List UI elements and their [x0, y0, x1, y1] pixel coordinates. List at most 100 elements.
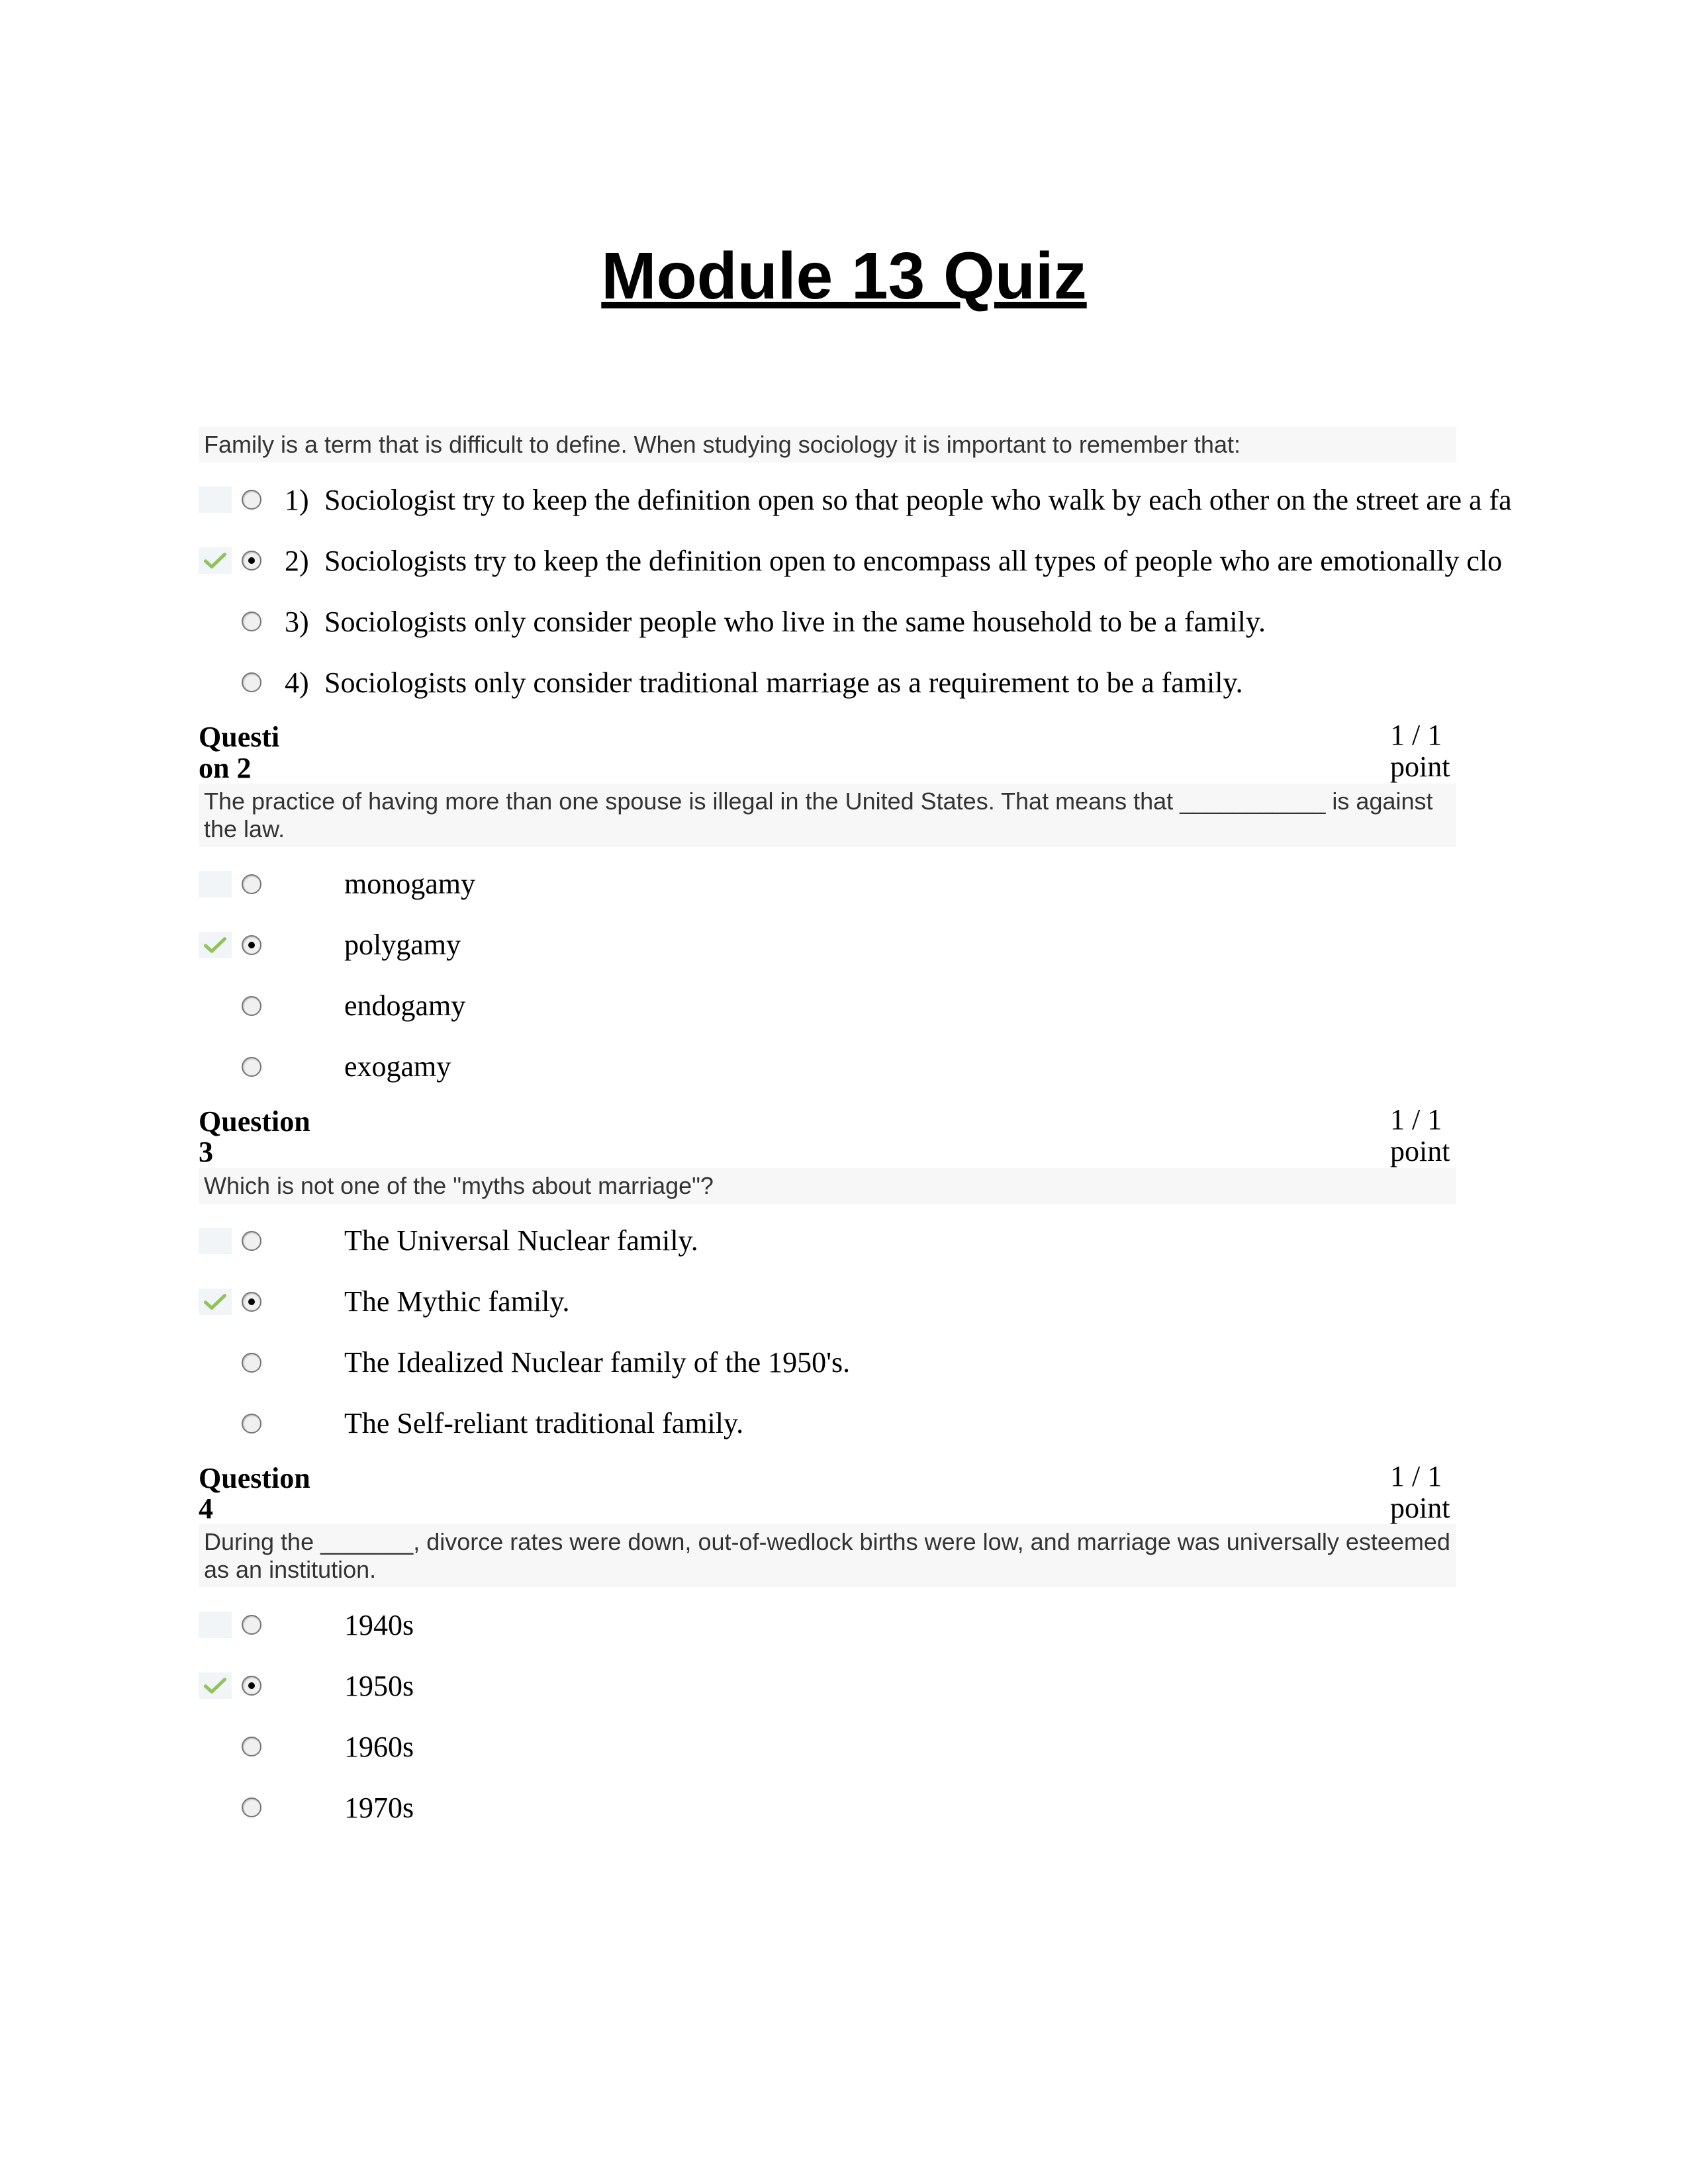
- option-number: 3): [285, 605, 324, 639]
- radio-icon: [242, 1414, 261, 1433]
- option-text: 1940s: [344, 1608, 414, 1642]
- feedback-cell: [199, 608, 232, 635]
- feedback-cell: [199, 1733, 232, 1760]
- feedback-cell: [199, 1612, 232, 1638]
- question-prompt: Family is a term that is difficult to de…: [199, 427, 1456, 463]
- radio-cell[interactable]: [238, 1797, 265, 1817]
- radio-icon: [242, 935, 261, 955]
- question-label: Question 3: [199, 1107, 311, 1167]
- radio-icon: [242, 1231, 261, 1251]
- question-label: Questi on 2: [199, 722, 311, 783]
- radio-cell[interactable]: [238, 1676, 265, 1696]
- radio-icon: [242, 672, 261, 692]
- radio-cell[interactable]: [238, 672, 265, 692]
- radio-icon: [242, 996, 261, 1016]
- feedback-cell: [199, 1672, 232, 1699]
- radio-cell[interactable]: [238, 1414, 265, 1433]
- option-list: 1)Sociologist try to keep the definition…: [199, 469, 1489, 713]
- option-text: Sociologists try to keep the definition …: [324, 544, 1502, 578]
- radio-cell[interactable]: [238, 996, 265, 1016]
- question-label: Question 4: [199, 1463, 311, 1524]
- option-text: monogamy: [344, 867, 475, 901]
- question-header: Question 31 / 1 point: [199, 1104, 1489, 1168]
- check-icon: [204, 936, 226, 954]
- check-icon: [204, 1677, 226, 1694]
- option-list: The Universal Nuclear family. The Mythic …: [199, 1210, 1489, 1454]
- option-row[interactable]: The Universal Nuclear family.: [199, 1210, 1489, 1271]
- option-text: 1970s: [344, 1791, 414, 1825]
- radio-icon: [242, 874, 261, 894]
- question-header: Questi on 2 1 / 1 point: [199, 719, 1489, 784]
- radio-icon: [242, 1057, 261, 1077]
- option-row[interactable]: 2)Sociologists try to keep the definitio…: [199, 530, 1489, 591]
- radio-cell[interactable]: [238, 1231, 265, 1251]
- question-prompt: The practice of having more than one spo…: [199, 784, 1456, 847]
- option-text: polygamy: [344, 928, 461, 962]
- option-number: 2): [285, 544, 324, 578]
- radio-icon: [242, 1292, 261, 1312]
- radio-cell[interactable]: [238, 490, 265, 510]
- option-row[interactable]: endogamy: [199, 976, 1489, 1036]
- feedback-cell: [199, 1228, 232, 1254]
- option-row[interactable]: polygamy: [199, 915, 1489, 976]
- radio-cell[interactable]: [238, 874, 265, 894]
- option-row[interactable]: 1960s: [199, 1716, 1489, 1777]
- radio-icon: [242, 1353, 261, 1373]
- option-text: The Universal Nuclear family.: [344, 1224, 698, 1257]
- option-number: 1): [285, 483, 324, 517]
- option-row[interactable]: exogamy: [199, 1036, 1489, 1097]
- radio-icon: [242, 1797, 261, 1817]
- option-row[interactable]: The Mythic family.: [199, 1271, 1489, 1332]
- feedback-cell: [199, 993, 232, 1019]
- option-row[interactable]: monogamy: [199, 854, 1489, 915]
- option-row[interactable]: 1950s: [199, 1655, 1489, 1716]
- option-row[interactable]: 3)Sociologists only consider people who …: [199, 591, 1489, 652]
- feedback-cell: [199, 547, 232, 574]
- option-text: The Self-reliant traditional family.: [344, 1406, 743, 1440]
- option-row[interactable]: 4)Sociologists only consider traditional…: [199, 652, 1489, 713]
- radio-icon: [242, 1737, 261, 1756]
- radio-icon: [242, 1676, 261, 1696]
- feedback-cell: [199, 669, 232, 696]
- option-number: 4): [285, 666, 324, 700]
- radio-cell[interactable]: [238, 1615, 265, 1635]
- option-row[interactable]: 1)Sociologist try to keep the definition…: [199, 469, 1489, 530]
- radio-cell[interactable]: [238, 1353, 265, 1373]
- radio-icon: [242, 490, 261, 510]
- question-header: Question 4 1 / 1 point: [199, 1461, 1489, 1525]
- option-list: 1940s 1950s 1960s 1970s: [199, 1594, 1489, 1838]
- option-row[interactable]: 1970s: [199, 1777, 1489, 1838]
- feedback-cell: [199, 1054, 232, 1080]
- feedback-cell: [199, 871, 232, 897]
- option-text: endogamy: [344, 989, 465, 1023]
- option-text: Sociologist try to keep the definition o…: [324, 483, 1512, 517]
- quiz-page: Module 13 Quiz Family is a term that is …: [0, 0, 1688, 2043]
- feedback-cell: [199, 1349, 232, 1376]
- radio-cell[interactable]: [238, 551, 265, 570]
- question-prompt: During the _______, divorce rates were d…: [199, 1524, 1456, 1588]
- check-icon: [204, 1293, 226, 1310]
- option-text: The Mythic family.: [344, 1285, 570, 1318]
- radio-cell[interactable]: [238, 612, 265, 631]
- option-row[interactable]: The Idealized Nuclear family of the 1950…: [199, 1332, 1489, 1393]
- option-text: 1960s: [344, 1730, 414, 1764]
- option-text: 1950s: [344, 1669, 414, 1703]
- check-icon: [204, 552, 226, 569]
- feedback-cell: [199, 1289, 232, 1315]
- feedback-cell: [199, 486, 232, 513]
- option-row[interactable]: The Self-reliant traditional family.: [199, 1393, 1489, 1454]
- option-list: monogamy polygamy endogamy exogamy: [199, 854, 1489, 1097]
- radio-cell[interactable]: [238, 1292, 265, 1312]
- feedback-cell: [199, 1410, 232, 1437]
- option-text: Sociologists only consider traditional m…: [324, 666, 1243, 700]
- question-points: 1 / 1 point: [1390, 1461, 1470, 1525]
- option-row[interactable]: 1940s: [199, 1594, 1489, 1655]
- question-points: 1 / 1 point: [1390, 719, 1470, 784]
- option-text: exogamy: [344, 1050, 451, 1083]
- radio-cell[interactable]: [238, 1057, 265, 1077]
- option-text: Sociologists only consider people who li…: [324, 605, 1266, 639]
- option-text: The Idealized Nuclear family of the 1950…: [344, 1345, 850, 1379]
- radio-cell[interactable]: [238, 1737, 265, 1756]
- page-title: Module 13 Quiz: [199, 238, 1489, 314]
- radio-cell[interactable]: [238, 935, 265, 955]
